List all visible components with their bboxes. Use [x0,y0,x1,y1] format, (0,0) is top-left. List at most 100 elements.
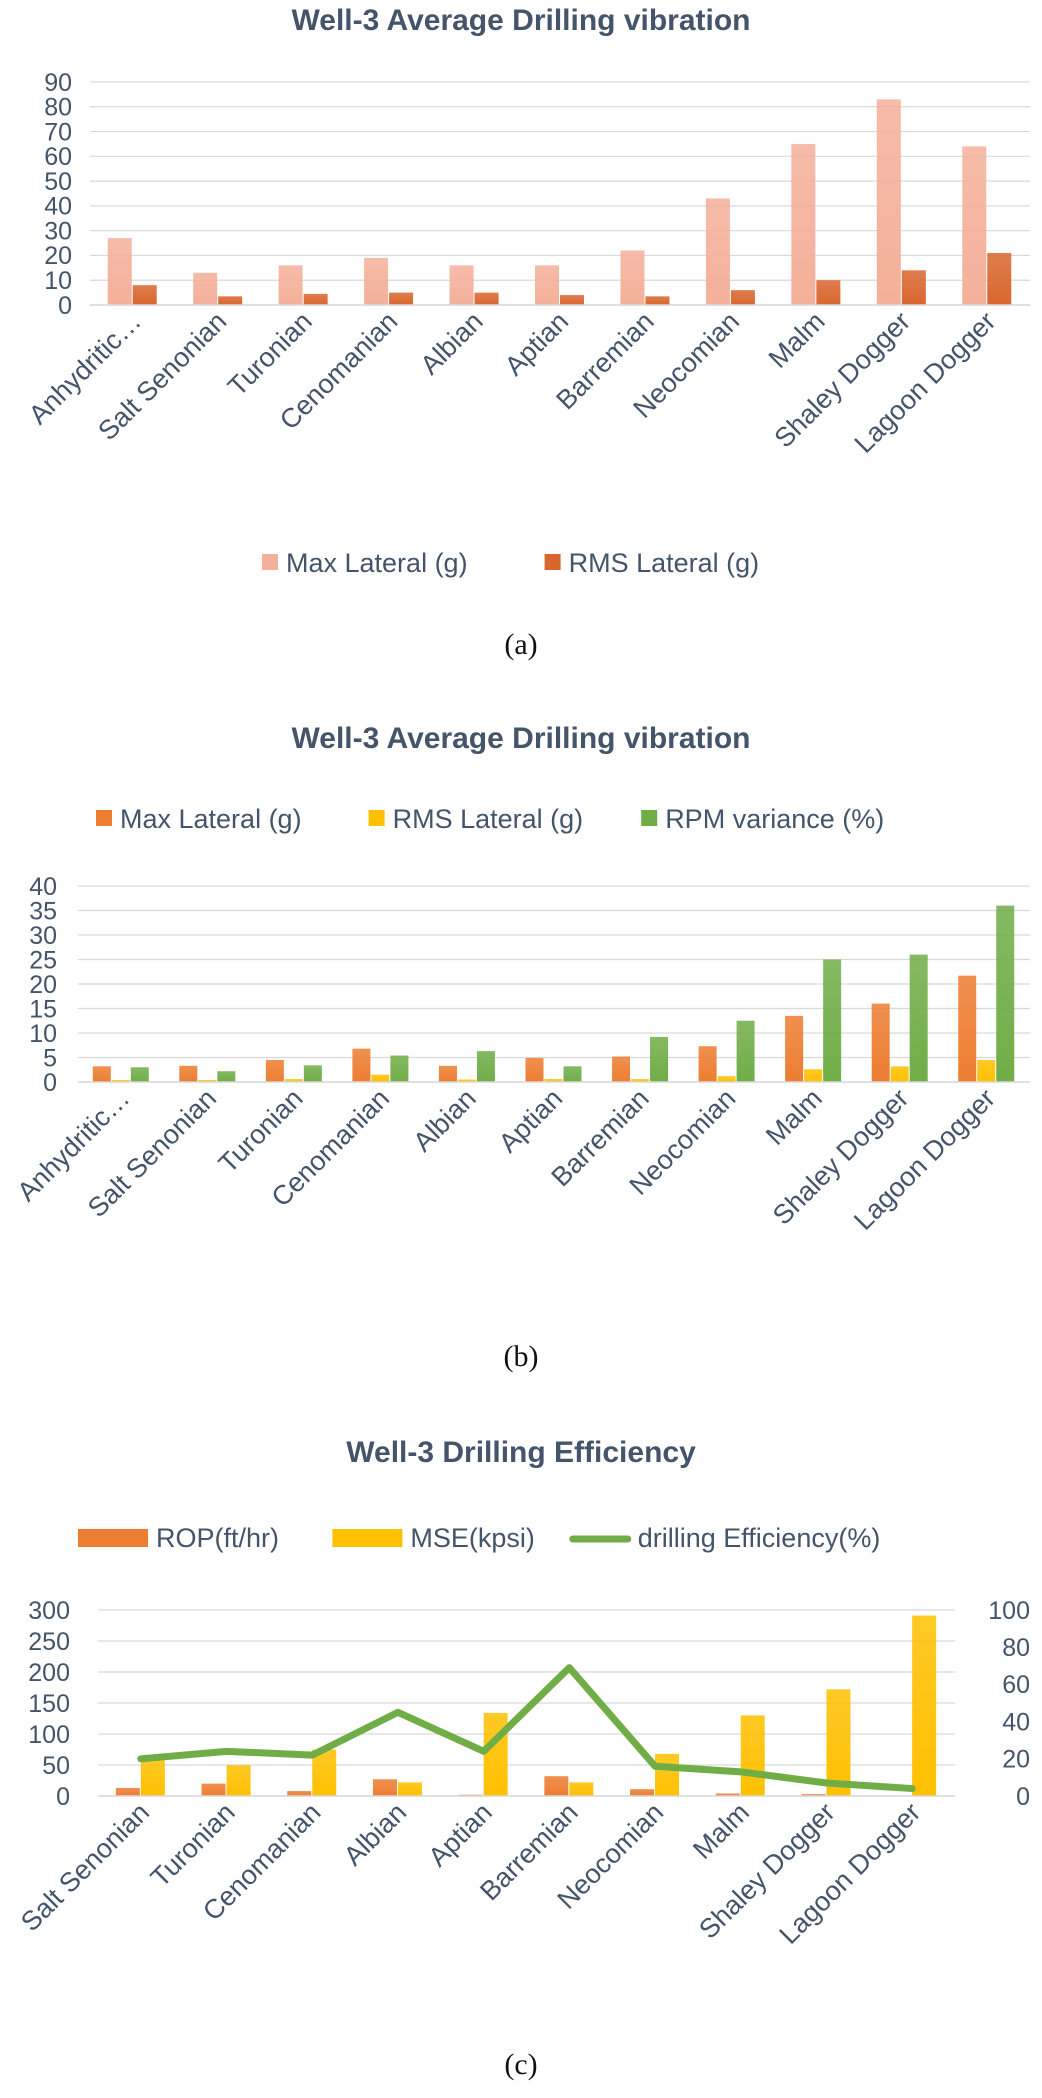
bar-max-lateral-g- [107,238,132,305]
legend-label: RMS Lateral (g) [569,548,760,578]
y-tick-label: 60 [44,143,72,171]
legend-swatch [332,1529,403,1547]
bar-rop-ft-hr- [801,1794,826,1796]
y2-tick-label: 0 [1016,1783,1030,1811]
y-tick-label: 20 [29,971,57,999]
chart-title: Well-3 Average Drilling vibration [292,722,751,755]
y-tick-label: 10 [44,267,72,295]
bar-max-lateral-g- [364,257,389,305]
y-tick-label: 150 [28,1690,70,1718]
bar-max-lateral-g- [438,1065,457,1082]
bar-max-lateral-g- [525,1057,544,1082]
bar-rop-ft-hr- [115,1787,140,1796]
y-tick-label: 30 [29,922,57,950]
bar-mse-kpsi- [397,1782,422,1796]
x-category-label: Albian [338,1797,412,1871]
y-tick-label: 50 [44,168,72,196]
legend-label: Max Lateral (g) [120,804,302,834]
bar-max-lateral-g- [612,1056,631,1082]
y2-tick-label: 40 [1002,1708,1030,1736]
y-tick-label: 0 [56,1783,70,1811]
bar-max-lateral-g- [265,1059,284,1082]
caption-a: (a) [504,628,538,661]
bar-max-lateral-g- [876,99,901,305]
bar-mse-kpsi- [483,1712,508,1796]
legend-label: ROP(ft/hr) [156,1523,279,1553]
bar-max-lateral-g- [535,265,559,305]
legend-label: Max Lateral (g) [286,548,468,578]
legend-swatch [368,810,385,826]
y-tick-label: 100 [28,1721,70,1749]
legend-label: MSE(kpsi) [410,1523,535,1553]
x-category-label: Albian [407,1083,481,1157]
x-category-label: Albian [414,306,488,380]
bar-max-lateral-g- [449,265,474,305]
bar-rpm-variance- [736,1020,755,1082]
bar-rms-lateral-g- [987,252,1012,305]
bar-rms-lateral-g- [717,1076,736,1082]
bar-max-lateral-g- [962,146,987,305]
x-category-label: Aptian [499,306,574,381]
bar-mse-kpsi- [912,1615,937,1796]
y-tick-label: 200 [28,1659,70,1687]
chart-b: Well-3 Average Drilling vibration0510152… [11,722,1030,1236]
chart-c: Well-3 Drilling Efficiency05010015020025… [15,1436,1030,1950]
chart-panel-c: Well-3 Drilling Efficiency 0 50 100 150 200 25… [0,1410,1042,2098]
legend-swatch [544,554,561,570]
y-tick-label: 70 [44,118,72,146]
y-tick-label: 10 [29,1020,57,1048]
bar-rpm-variance- [390,1055,409,1082]
chart-title: Well-3 Drilling Efficiency [346,1436,696,1469]
bar-max-lateral-g- [193,272,218,305]
legend-label: RPM variance (%) [665,804,884,834]
x-category-label: Malm [687,1797,755,1865]
y-tick-label: 80 [44,94,72,122]
bar-mse-kpsi- [740,1715,765,1796]
bar-rms-lateral-g- [804,1069,823,1082]
bar-mse-kpsi- [312,1749,337,1796]
y-tick-label: 30 [44,217,72,245]
x-category-label: Salt Senonian [15,1797,155,1937]
bar-rop-ft-hr- [715,1793,740,1796]
y-tick-label: 20 [44,242,72,270]
bar-rop-ft-hr- [201,1783,226,1796]
bar-rpm-variance- [563,1066,582,1082]
bar-rms-lateral-g- [111,1080,130,1082]
bar-rms-lateral-g- [631,1079,650,1082]
x-category-label: Aptian [423,1797,498,1872]
bar-rms-lateral-g- [816,280,841,305]
x-category-label: Aptian [493,1083,568,1158]
bar-mse-kpsi- [655,1753,680,1796]
bar-rms-lateral-g- [901,270,926,305]
y2-tick-label: 60 [1002,1671,1030,1699]
bar-rpm-variance- [996,905,1015,1082]
legend-swatch [96,810,112,826]
line-drilling-efficiency [137,1664,916,1793]
y-tick-label: 35 [29,897,57,925]
y2-tick-label: 20 [1002,1746,1030,1774]
y-tick-label: 40 [44,193,72,221]
bar-max-lateral-g- [785,1015,804,1082]
y2-tick-label: 100 [988,1597,1030,1625]
bar-rms-lateral-g- [132,285,157,305]
chart-title: Well-3 Average Drilling vibration [292,4,751,37]
bar-max-lateral-g- [620,250,645,305]
chart-panel-b: Well-3 Average Drilling vibration 0 5 10 15 2… [0,700,1042,1390]
bar-rms-lateral-g- [474,292,499,305]
y-tick-label: 50 [42,1752,70,1780]
bar-rms-lateral-g- [457,1079,476,1082]
y-tick-label: 15 [29,995,57,1023]
bar-rms-lateral-g- [389,292,414,305]
y-tick-label: 5 [43,1044,57,1072]
x-category-label: Malm [763,306,831,374]
bar-rpm-variance- [650,1036,669,1082]
bar-max-lateral-g- [278,265,303,305]
bar-max-lateral-g- [352,1048,371,1082]
legend-label: drilling Efficiency(%) [638,1523,881,1553]
y-tick-label: 300 [28,1597,70,1625]
bar-rop-ft-hr- [630,1789,655,1796]
bar-rpm-variance- [476,1051,495,1082]
legend-swatch [78,1529,148,1547]
y-tick-label: 25 [29,946,57,974]
bar-rop-ft-hr- [544,1776,569,1796]
